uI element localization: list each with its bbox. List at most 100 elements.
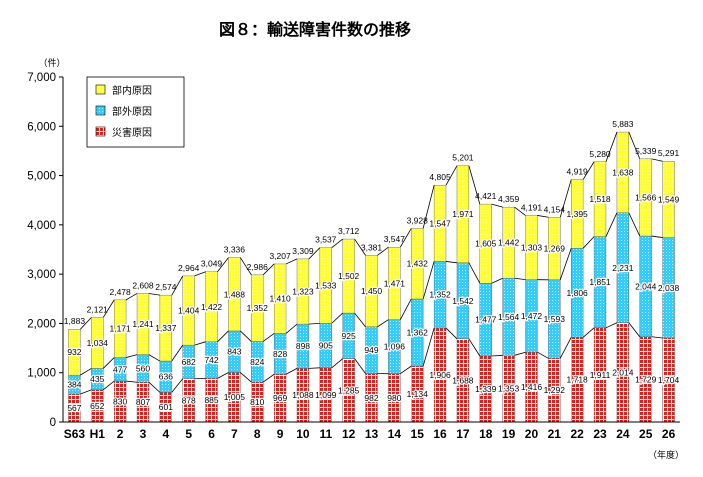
- data-label-disaster: 982: [364, 393, 378, 403]
- bar-segment-internal: [273, 263, 287, 334]
- data-label-external: 384: [67, 380, 81, 390]
- total-label: 3,336: [224, 245, 246, 255]
- x-tick-label: 23: [593, 427, 607, 441]
- data-label-disaster: 980: [387, 393, 401, 403]
- connector-line: [514, 206, 526, 216]
- data-label-internal: 1,450: [361, 286, 383, 296]
- x-tick-label: 17: [456, 427, 470, 441]
- connector-line: [377, 246, 389, 256]
- data-label-disaster: 830: [113, 397, 127, 407]
- data-label-internal: 1,488: [224, 289, 246, 299]
- bar-segment-internal: [456, 165, 470, 264]
- connector-line: [354, 312, 366, 328]
- x-tick-label: 25: [639, 427, 653, 441]
- connector-line: [445, 165, 458, 186]
- bar-segment-internal: [548, 217, 561, 281]
- data-label-disaster: 1,099: [315, 390, 337, 400]
- x-axis-unit: （年度）: [648, 449, 684, 461]
- data-label-internal: 1,034: [87, 338, 109, 348]
- legend-swatch-external: [95, 105, 106, 116]
- connector-line: [80, 389, 92, 395]
- total-label: 3,537: [315, 235, 337, 245]
- data-label-disaster: 1,285: [338, 385, 360, 395]
- data-label-disaster: 2,014: [612, 367, 634, 377]
- connector-line: [308, 367, 320, 369]
- connector-line: [559, 248, 572, 280]
- total-label: 4,421: [475, 191, 497, 201]
- connector-line: [354, 238, 366, 256]
- data-label-disaster: 969: [273, 393, 287, 403]
- connector-line: [240, 330, 252, 342]
- x-tick-label: 5: [185, 427, 192, 441]
- bar-segment-internal: [388, 246, 401, 320]
- connector-line: [239, 257, 252, 276]
- data-label-external: 949: [364, 345, 378, 355]
- data-label-external: 1,806: [567, 288, 589, 298]
- connector-line: [285, 323, 298, 334]
- connector-line: [537, 215, 549, 218]
- data-label-external: 2,038: [658, 283, 680, 293]
- connector-line: [400, 365, 412, 375]
- x-tick-label: 6: [208, 427, 215, 441]
- connector-line: [422, 327, 435, 367]
- data-label-external: 477: [113, 364, 127, 374]
- legend-swatch-internal: [95, 84, 106, 95]
- data-label-external: 1,352: [429, 290, 451, 300]
- data-label-external: 560: [136, 363, 150, 373]
- connector-line: [171, 378, 184, 393]
- total-label: 4,154: [544, 204, 566, 214]
- data-label-internal: 1,605: [475, 239, 497, 249]
- total-label: 5,201: [452, 153, 474, 163]
- x-axis-ticks: S63 H1 2 3 4 5 6 7 8 9 10 11 12 13 14 15 16 17 18 19 20 21 22 2…: [64, 427, 676, 441]
- data-label-external: 1,472: [521, 311, 543, 321]
- total-label: 3,928: [407, 215, 429, 225]
- data-label-internal: 1,303: [521, 243, 543, 253]
- connector-line: [582, 327, 595, 338]
- connector-line: [331, 312, 343, 324]
- connector-line: [559, 179, 572, 218]
- connector-line: [605, 212, 618, 237]
- data-label-external: 2,044: [635, 281, 657, 291]
- total-label: 1,883: [64, 316, 86, 326]
- data-label-internal: 1,502: [338, 271, 360, 281]
- connector-line: [285, 368, 298, 375]
- data-label-external: 843: [227, 347, 241, 357]
- total-label: 2,964: [178, 263, 200, 273]
- total-label: 2,478: [109, 287, 131, 297]
- connector-line: [468, 262, 481, 284]
- x-tick-label: 13: [365, 427, 379, 441]
- connector-line: [628, 212, 641, 237]
- total-label: 5,883: [612, 119, 634, 129]
- data-label-disaster: 1,339: [475, 384, 497, 394]
- connector-line: [514, 277, 526, 281]
- x-tick-label: 26: [662, 427, 676, 441]
- connector-line: [148, 293, 160, 296]
- data-label-disaster: 1,911: [590, 370, 611, 380]
- bar-segment-internal: [571, 179, 584, 249]
- connector-line: [80, 368, 92, 376]
- data-label-external: 828: [273, 349, 287, 359]
- bar-segment-internal: [365, 255, 378, 328]
- x-tick-label: 9: [277, 427, 284, 441]
- y-tick-label: 2,000: [27, 318, 56, 330]
- data-label-external: 2,231: [612, 263, 634, 273]
- connector-line: [262, 333, 275, 342]
- y-axis-unit: （件）: [38, 57, 65, 69]
- data-label-disaster: 652: [90, 401, 104, 411]
- x-tick-label: H1: [90, 427, 106, 441]
- connector-line: [559, 337, 572, 359]
- total-label: 3,381: [361, 242, 383, 252]
- x-tick-label: 8: [254, 427, 261, 441]
- total-label: 4,191: [521, 202, 543, 212]
- x-tick-label: 10: [296, 427, 310, 441]
- connector-line: [445, 327, 458, 340]
- connector-line: [102, 380, 115, 391]
- total-label: 3,712: [338, 226, 360, 236]
- x-tick-label: 4: [162, 427, 169, 441]
- bar-segment-internal: [228, 257, 241, 332]
- data-label-external: 742: [204, 355, 218, 365]
- data-label-disaster: 1,088: [292, 390, 314, 400]
- x-tick-label: 19: [502, 427, 516, 441]
- total-label: 5,339: [635, 146, 657, 156]
